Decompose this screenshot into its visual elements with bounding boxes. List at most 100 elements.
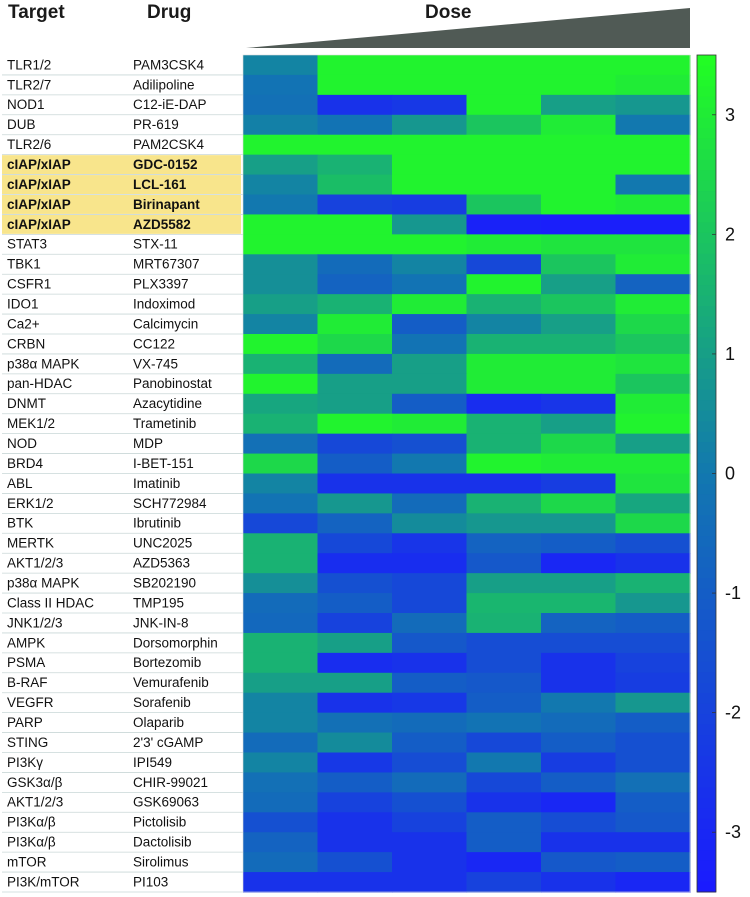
heatmap-cell	[317, 134, 393, 156]
colorbar-segment	[697, 609, 716, 621]
heatmap-cell	[317, 812, 393, 833]
colorbar-segment	[697, 358, 716, 370]
drug-label: Panobinostat	[133, 376, 212, 391]
colorbar-segment	[697, 745, 716, 757]
colorbar-segment	[697, 808, 716, 820]
drug-label: Trametinib	[133, 416, 196, 431]
colorbar-segment	[697, 421, 716, 433]
target-label: PARP	[7, 715, 43, 730]
heatmap-cell	[466, 593, 542, 614]
heatmap-cell	[317, 732, 393, 754]
heatmap-cell	[317, 752, 393, 774]
colorbar-segment	[697, 504, 716, 516]
heatmap-cell	[541, 613, 617, 634]
target-label: NOD	[7, 436, 37, 451]
drug-label: SB202190	[133, 575, 196, 590]
colorbar-segment	[697, 232, 716, 244]
drug-label: TMP195	[133, 595, 184, 610]
heatmap-cell	[317, 772, 393, 793]
heatmap-cell	[392, 652, 468, 674]
heatmap-cell	[243, 194, 319, 216]
drug-label: Ibrutinib	[133, 516, 181, 531]
heatmap-cell	[466, 94, 542, 116]
heatmap-cell	[541, 55, 617, 76]
heatmap-cell	[392, 453, 468, 475]
heatmap-cell	[541, 533, 617, 554]
target-label: IDO1	[7, 296, 39, 311]
colorbar-segment	[697, 274, 716, 286]
heatmap-cell	[466, 413, 542, 435]
colorbar-segment	[697, 829, 716, 841]
colorbar-segment	[697, 797, 716, 809]
heatmap-cell	[541, 353, 617, 375]
colorbar-segment	[697, 379, 716, 391]
drug-label: Vemurafenib	[133, 675, 209, 690]
header-target: Target	[8, 2, 65, 23]
drug-label: Dactolisib	[133, 835, 192, 850]
colorbar-segment	[697, 546, 716, 558]
drug-label: Indoximod	[133, 296, 195, 311]
drug-label: PLX3397	[133, 277, 189, 292]
drug-label: PI103	[133, 874, 168, 889]
colorbar-segment	[697, 211, 716, 223]
heatmap-cell	[392, 114, 468, 136]
heatmap-cell	[317, 74, 393, 96]
heatmap-cell	[466, 214, 542, 235]
heatmap-cell	[317, 294, 393, 315]
target-label: CRBN	[7, 336, 45, 351]
heatmap-cell	[392, 852, 468, 873]
heatmap-cell	[243, 533, 319, 554]
colorbar-segment	[697, 410, 716, 422]
target-label: PI3Kα/β	[7, 835, 56, 850]
drug-label: Sirolimus	[133, 854, 189, 869]
heatmap-cell	[615, 652, 691, 674]
heatmap-cell	[466, 872, 542, 893]
target-label: CSFR1	[7, 277, 51, 292]
target-label: cIAP/xIAP	[7, 157, 71, 172]
heatmap-cell	[615, 872, 691, 893]
drug-label: CC122	[133, 336, 175, 351]
colorbar-segment	[697, 180, 716, 192]
heatmap-cell	[243, 792, 319, 813]
heatmap-cell	[541, 194, 617, 216]
colorbar-segment	[697, 599, 716, 611]
heatmap-cell	[466, 692, 542, 714]
heatmap-cell	[392, 234, 468, 255]
colorbar-segment	[697, 630, 716, 642]
colorbar-segment	[697, 65, 716, 77]
colorbar-segment	[697, 253, 716, 265]
heatmap-cell	[392, 613, 468, 634]
heatmap-cell	[615, 473, 691, 495]
heatmap-cell	[615, 513, 691, 534]
heatmap-cell	[243, 214, 319, 235]
heatmap-cell	[541, 553, 617, 574]
heatmap-cell	[615, 752, 691, 774]
drug-label: IPI549	[133, 755, 172, 770]
drug-label: PR-619	[133, 117, 179, 132]
drug-label: VX-745	[133, 356, 178, 371]
heatmap-cell	[317, 373, 393, 395]
heatmap-cell	[466, 752, 542, 774]
target-label: AKT1/2/3	[7, 795, 63, 810]
heatmap-cell	[615, 573, 691, 594]
target-label: AKT1/2/3	[7, 556, 63, 571]
heatmap-cell	[466, 433, 542, 455]
heatmap-cell	[466, 55, 542, 76]
heatmap-cell	[615, 533, 691, 554]
heatmap-cell	[615, 772, 691, 793]
heatmap-cell	[615, 134, 691, 156]
heatmap-cell	[392, 74, 468, 96]
colorbar-segment	[697, 368, 716, 380]
heatmap-cell	[392, 154, 468, 176]
heatmap-cell	[243, 812, 319, 833]
drug-label: STX-11	[133, 237, 178, 252]
heatmap-cell	[317, 114, 393, 136]
heatmap-cell	[243, 473, 319, 495]
heatmap-cell	[541, 872, 617, 893]
heatmap-cell	[615, 613, 691, 634]
heatmap-cell	[392, 174, 468, 196]
heatmap-cell	[466, 373, 542, 395]
colorbar-segment	[697, 442, 716, 454]
heatmap-cell	[466, 573, 542, 594]
heatmap-cell	[392, 832, 468, 853]
